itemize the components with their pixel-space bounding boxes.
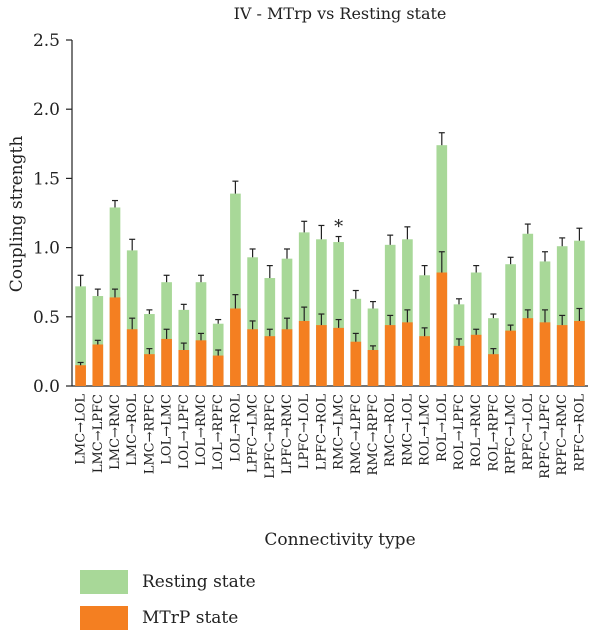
bar-mtrp	[402, 322, 413, 386]
plot-area: 0.0 0.5 1.0 1.5 2.0 2.5 LMC→LOL LMC→LPFC LMC→RMC…	[33, 31, 588, 479]
x-axis-label: Connectivity type	[264, 530, 415, 550]
bar-mtrp	[574, 320, 585, 386]
significance-marker: *	[334, 217, 343, 238]
bar-mtrp	[539, 322, 551, 386]
x-tick-label: RMC→ROL	[383, 394, 398, 467]
x-tick-label: LPFC→LOL	[297, 394, 312, 470]
x-tick-label: RPFC→LMC	[504, 394, 519, 474]
x-tick-label: LOL→RPFC	[211, 394, 226, 470]
x-tick-label: RMC→RPFC	[366, 394, 381, 475]
bar-mtrp	[126, 329, 138, 386]
bar-mtrp	[178, 350, 190, 386]
y-tick-label: 0.5	[33, 308, 60, 328]
x-tick-label: RMC→LPFC	[349, 394, 364, 474]
bar-mtrp	[75, 365, 86, 386]
bar-mtrp	[212, 355, 224, 386]
bar-resting	[230, 193, 241, 386]
bar-mtrp	[453, 345, 465, 386]
bar-mtrp	[109, 297, 121, 386]
y-tick-label: 2.0	[33, 100, 60, 120]
bar-mtrp	[556, 325, 568, 386]
bar-mtrp	[384, 325, 396, 386]
bar-resting	[333, 242, 344, 386]
bar-mtrp	[316, 325, 327, 386]
x-tick-label: RMC→LMC	[332, 394, 347, 470]
y-tick-label: 2.5	[33, 31, 60, 51]
x-tick-label: ROL→RPFC	[486, 394, 501, 472]
bar-mtrp	[230, 308, 241, 386]
x-tick-label: ROL→LOL	[435, 394, 450, 462]
x-tick-label: LOL→LMC	[160, 394, 175, 465]
bar-mtrp	[264, 336, 276, 386]
legend-swatch-mtrp	[80, 606, 128, 630]
x-tick-label: LPFC→LMC	[246, 394, 261, 473]
bar-resting	[75, 286, 86, 386]
x-tick-label: RPFC→ROL	[572, 394, 587, 472]
bar-mtrp	[522, 318, 534, 386]
y-tick-label: 1.5	[33, 169, 60, 189]
legend-item-resting: Resting state	[80, 570, 256, 594]
x-tick-label: RPFC→RMC	[555, 394, 570, 475]
x-tick-label: LPFC→RMC	[280, 394, 295, 474]
x-tick-label: RMC→LOL	[400, 394, 415, 466]
legend-label-resting: Resting state	[142, 572, 256, 592]
x-tick-label: RPFC→LOL	[521, 394, 536, 471]
bar-mtrp	[470, 334, 482, 386]
bar-mtrp	[488, 354, 499, 386]
bar-mtrp	[367, 350, 379, 386]
x-tick-label: LPFC→RPFC	[263, 394, 278, 479]
x-tick-label: RPFC→LPFC	[538, 394, 553, 479]
y-axis-label: Coupling strength	[7, 136, 27, 293]
y-tick-label: 1.0	[33, 239, 60, 259]
bar-mtrp	[350, 341, 362, 386]
x-tick-label: ROL→RMC	[469, 394, 484, 467]
bar-mtrp	[505, 330, 516, 386]
x-tick-label: LOL→RMC	[194, 394, 209, 466]
legend-label-mtrp: MTrP state	[142, 608, 239, 628]
x-tick-label: LPFC→ROL	[314, 394, 329, 471]
bar-mtrp	[436, 272, 448, 386]
x-tick-label: LMC→RPFC	[142, 394, 157, 474]
bar-mtrp	[144, 354, 155, 386]
bar-mtrp	[298, 320, 310, 386]
x-tick-label: LMC→ROL	[125, 394, 140, 466]
chart: IV - MTrp vs Resting state Coupling stre…	[7, 4, 588, 550]
chart-title: IV - MTrp vs Resting state	[234, 4, 447, 23]
bar-mtrp	[419, 336, 430, 386]
x-tick-label: LOL→ROL	[228, 394, 243, 462]
bar-mtrp	[281, 329, 293, 386]
x-tick-label: LMC→RMC	[108, 394, 123, 470]
bar-mtrp	[92, 344, 104, 386]
legend-swatch-resting	[80, 570, 128, 594]
legend-item-mtrp: MTrP state	[80, 606, 238, 630]
bar-mtrp	[195, 340, 207, 386]
bar-resting	[316, 239, 327, 386]
x-tick-label: LMC→LPFC	[91, 394, 106, 473]
bar-mtrp	[333, 327, 344, 386]
y-tick-label: 0.0	[33, 377, 60, 397]
bar-mtrp	[161, 338, 172, 386]
x-tick-label: ROL→LMC	[418, 394, 433, 466]
x-tick-label: ROL→LPFC	[452, 394, 467, 470]
bar-mtrp	[247, 329, 258, 386]
x-tick-label: LMC→LOL	[74, 394, 89, 465]
x-tick-label: LOL→LPFC	[177, 394, 192, 469]
